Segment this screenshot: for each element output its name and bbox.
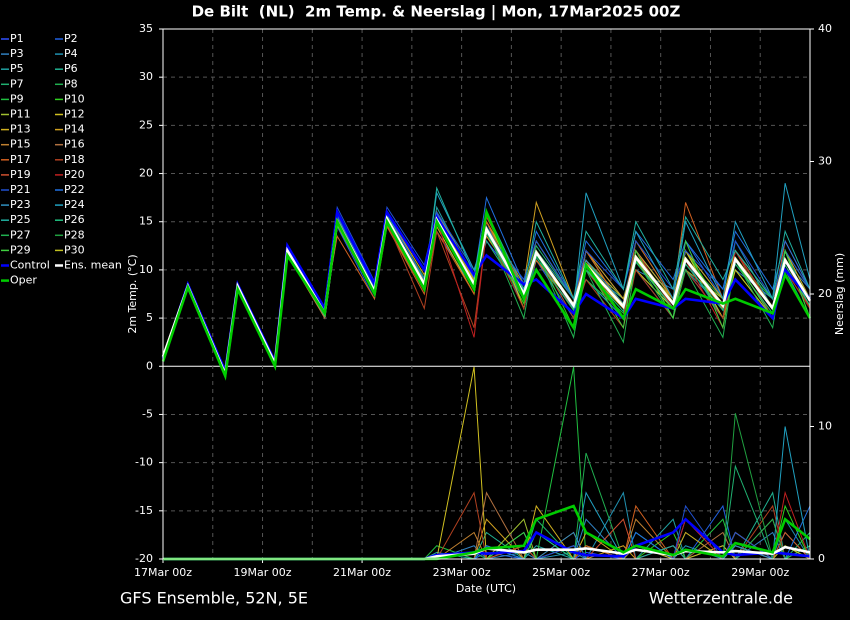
legend-label: P10 [64,92,85,105]
plot-frame [162,28,811,560]
footer-right: Wetterzentrale.de [649,589,793,608]
legend-label: P11 [10,108,31,121]
legend-label: P19 [10,168,31,181]
x-tick-label: 17Mar 00z [134,566,192,579]
x-tick-label: 27Mar 00z [632,566,690,579]
y-tick-label: -15 [135,504,153,517]
legend-label: P13 [10,123,31,136]
legend-label: P23 [10,198,31,211]
legend-label: Ens. mean [64,259,122,272]
y2-tick-label: 20 [818,287,832,300]
footer-left: GFS Ensemble, 52N, 5E [120,589,308,608]
x-tick-label: 23Mar 00z [433,566,491,579]
legend-label: P8 [64,77,78,90]
y-tick-label: 30 [139,70,153,83]
legend-label: P3 [10,47,24,60]
x-tick-label: 21Mar 00z [333,566,391,579]
x-tick-label: 19Mar 00z [234,566,292,579]
y2-tick-label: 40 [818,22,832,35]
y-tick-label: 25 [139,118,153,131]
legend-label: Control [10,259,50,272]
legend-label: P21 [10,183,31,196]
y-tick-label: 20 [139,167,153,180]
y-tick-label: -5 [142,407,153,420]
legend-label: P18 [64,153,85,166]
legend-label: P26 [64,213,85,226]
legend-label: P25 [10,213,31,226]
legend: P1 P2 P3 P4 P5 P6 P7 P8 P9 P10 P11 P12 P13 P14 P15 P16 P… [1,32,122,287]
legend-label: P6 [64,62,78,75]
legend-label: P1 [10,32,24,45]
chart-title: De Bilt (NL) 2m Temp. & Neerslag | Mon, … [192,3,681,22]
legend-label: P27 [10,228,31,241]
y-tick-label: 35 [139,22,153,35]
legend-label: P16 [64,138,85,151]
legend-label: P28 [64,228,85,241]
y2-axis-label: Neerslag (mm) [833,253,846,335]
legend-label: P14 [64,123,85,136]
temp-line [161,207,812,381]
legend-label: P4 [64,47,78,60]
y2-tick-label: 10 [818,420,832,433]
legend-label: P29 [10,243,31,256]
legend-label: P17 [10,153,31,166]
legend-label: P20 [64,168,85,181]
y-axis-label: 2m Temp. (°C) [126,254,139,333]
x-tick-label: 25Mar 00z [532,566,590,579]
legend-label: P15 [10,138,31,151]
legend-label: P12 [64,108,85,121]
y2-tick-label: 0 [818,552,825,565]
legend-label: P7 [10,77,24,90]
y-tick-label: 10 [139,263,153,276]
y-tick-label: -10 [135,456,153,469]
y-tick-label: 0 [146,359,153,372]
legend-label: P5 [10,62,24,75]
x-axis-label: Date (UTC) [456,582,516,595]
y-tick-label: 5 [146,311,153,324]
x-tick-label: 29Mar 00z [731,566,789,579]
legend-label: P24 [64,198,85,211]
y2-tick-label: 30 [818,155,832,168]
legend-label: Oper [10,274,37,287]
legend-label: P9 [10,92,24,105]
legend-label: P22 [64,183,85,196]
y-tick-label: 15 [139,215,153,228]
legend-label: P2 [64,32,78,45]
y-tick-label: -20 [135,552,153,565]
legend-label: P30 [64,243,85,256]
